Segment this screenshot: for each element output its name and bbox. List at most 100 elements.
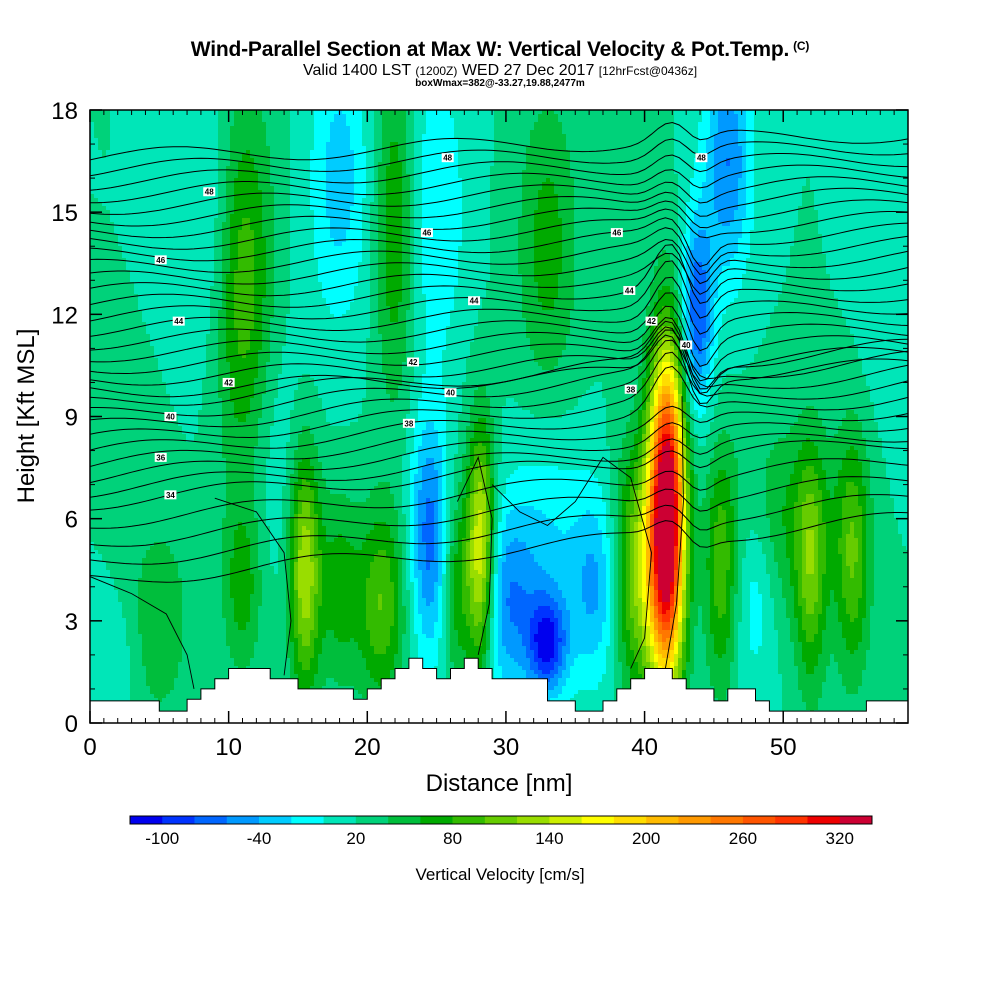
velocity-cell: [714, 158, 719, 163]
velocity-cell: [462, 174, 467, 179]
velocity-cell: [494, 194, 499, 199]
velocity-cell: [310, 154, 315, 159]
velocity-cell: [874, 114, 879, 119]
velocity-cell: [546, 142, 551, 147]
velocity-cell: [786, 146, 791, 151]
velocity-cell: [790, 170, 795, 175]
velocity-cell: [702, 146, 707, 151]
velocity-cell: [790, 186, 795, 191]
velocity-cell: [862, 190, 867, 195]
velocity-cell: [574, 146, 579, 151]
velocity-cell: [690, 174, 695, 179]
velocity-cell: [178, 126, 183, 131]
velocity-cell: [438, 190, 443, 195]
velocity-cell: [210, 150, 215, 155]
velocity-cell: [126, 134, 131, 139]
velocity-cell: [138, 170, 143, 175]
velocity-cell: [398, 150, 403, 155]
velocity-cell: [190, 194, 195, 199]
velocity-cell: [174, 142, 179, 147]
velocity-cell: [902, 162, 907, 167]
velocity-cell: [126, 142, 131, 147]
velocity-cell: [822, 182, 827, 187]
velocity-cell: [402, 198, 407, 203]
velocity-cell: [730, 194, 735, 199]
velocity-cell: [574, 154, 579, 159]
velocity-cell: [370, 130, 375, 135]
velocity-cell: [882, 126, 887, 131]
velocity-cell: [694, 130, 699, 135]
velocity-cell: [286, 178, 291, 183]
velocity-cell: [774, 114, 779, 119]
velocity-cell: [746, 174, 751, 179]
velocity-cell: [598, 158, 603, 163]
velocity-cell: [462, 166, 467, 171]
velocity-cell: [494, 146, 499, 151]
velocity-cell: [302, 130, 307, 135]
velocity-cell: [634, 126, 639, 131]
velocity-cell: [658, 174, 663, 179]
velocity-cell: [206, 142, 211, 147]
velocity-cell: [410, 134, 415, 139]
velocity-cell: [330, 118, 335, 123]
velocity-cell: [98, 166, 103, 171]
velocity-cell: [330, 134, 335, 139]
velocity-cell: [118, 174, 123, 179]
velocity-cell: [338, 174, 343, 179]
velocity-cell: [874, 146, 879, 151]
velocity-cell: [542, 126, 547, 131]
velocity-cell: [814, 126, 819, 131]
velocity-cell: [566, 154, 571, 159]
velocity-cell: [126, 178, 131, 183]
velocity-cell: [526, 134, 531, 139]
velocity-cell: [314, 146, 319, 151]
velocity-cell: [538, 134, 543, 139]
velocity-cell: [686, 138, 691, 143]
velocity-cell: [778, 182, 783, 187]
velocity-cell: [278, 198, 283, 203]
velocity-cell: [702, 130, 707, 135]
velocity-cell: [330, 146, 335, 151]
velocity-cell: [506, 166, 511, 171]
velocity-cell: [574, 182, 579, 187]
velocity-cell: [178, 174, 183, 179]
velocity-cell: [878, 130, 883, 135]
velocity-cell: [850, 182, 855, 187]
velocity-cell: [826, 150, 831, 155]
velocity-cell: [454, 190, 459, 195]
velocity-cell: [598, 130, 603, 135]
velocity-cell: [786, 138, 791, 143]
velocity-cell: [626, 134, 631, 139]
velocity-cell: [758, 186, 763, 191]
velocity-cell: [382, 130, 387, 135]
velocity-cell: [510, 166, 515, 171]
velocity-cell: [586, 126, 591, 131]
velocity-cell: [210, 174, 215, 179]
velocity-cell: [702, 126, 707, 131]
velocity-cell: [858, 134, 863, 139]
velocity-cell: [286, 162, 291, 167]
velocity-cell: [746, 194, 751, 199]
velocity-cell: [114, 142, 119, 147]
velocity-cell: [830, 130, 835, 135]
velocity-cell: [710, 190, 715, 195]
velocity-cell: [322, 182, 327, 187]
velocity-cell: [206, 138, 211, 143]
velocity-cell: [898, 134, 903, 139]
velocity-cell: [602, 174, 607, 179]
velocity-cell: [538, 186, 543, 191]
velocity-cell: [194, 126, 199, 131]
velocity-cell: [102, 122, 107, 127]
velocity-cell: [442, 134, 447, 139]
velocity-cell: [226, 174, 231, 179]
velocity-cell: [230, 162, 235, 167]
velocity-cell: [418, 122, 423, 127]
velocity-cell: [278, 194, 283, 199]
velocity-cell: [714, 186, 719, 191]
velocity-cell: [458, 134, 463, 139]
velocity-cell: [518, 178, 523, 183]
velocity-cell: [878, 194, 883, 199]
velocity-cell: [726, 194, 731, 199]
velocity-cell: [562, 190, 567, 195]
velocity-cell: [114, 134, 119, 139]
